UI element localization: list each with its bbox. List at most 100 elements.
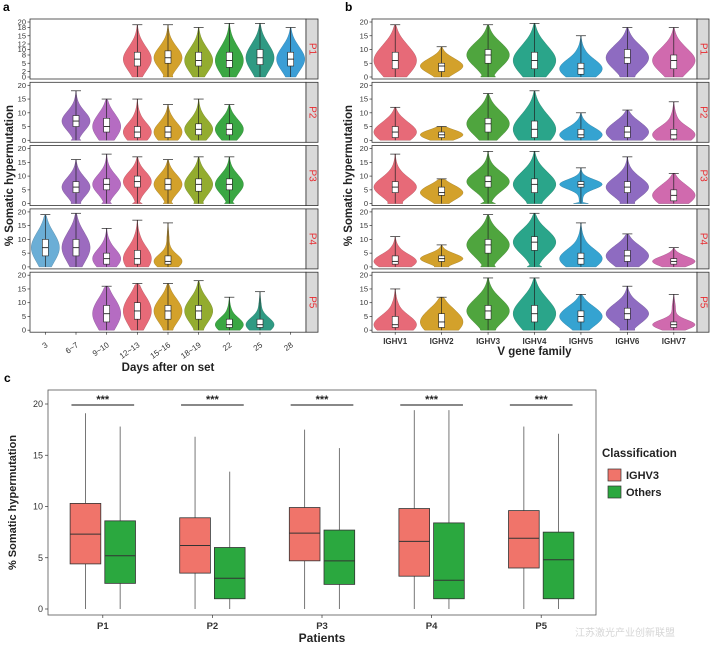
violin-IGHV6 xyxy=(605,27,649,78)
y-tick-label: 5 xyxy=(364,185,368,194)
facet-strip xyxy=(305,271,319,333)
violin-box xyxy=(484,49,492,64)
facet-strip xyxy=(696,18,710,80)
y-tick-label: 15 xyxy=(18,95,26,104)
y-tick-label: 15 xyxy=(360,221,368,230)
violin-box xyxy=(391,255,399,265)
facet-P3: P3 0 5 10 15 20 xyxy=(18,144,319,208)
violin-6~7 xyxy=(61,159,91,204)
facet-strip xyxy=(696,271,710,333)
violin-IGHV5 xyxy=(559,222,603,268)
y-tick-label: 5 xyxy=(364,249,368,258)
box-body xyxy=(542,531,575,600)
violin-box xyxy=(484,118,492,133)
box-body xyxy=(398,508,430,577)
y-tick-label: 0 xyxy=(364,199,368,208)
violin-22 xyxy=(215,23,244,78)
y-tick-label: 0 xyxy=(364,326,368,335)
violin-IGHV1 xyxy=(373,106,417,141)
violin-25 xyxy=(245,23,275,78)
violin-IGHV1 xyxy=(373,288,417,331)
violin-box xyxy=(256,49,264,65)
violin-IGHV5 xyxy=(559,294,603,331)
y-tick-label: 10 xyxy=(18,172,26,181)
box-Others xyxy=(213,471,246,609)
facet-strip-label: P4 xyxy=(306,233,317,246)
violin-box xyxy=(134,250,141,265)
y-tick-label: 2 xyxy=(22,67,26,76)
violin-box xyxy=(391,316,399,328)
violin-18~19 xyxy=(184,156,213,204)
violin-6~7 xyxy=(61,212,91,268)
y-tick-label: 20 xyxy=(360,207,368,216)
x-axis-title: Days after on set xyxy=(122,362,215,374)
x-tick-label: 3 xyxy=(41,340,50,350)
violin-IGHV2 xyxy=(420,178,464,204)
violin-12~13 xyxy=(123,156,152,204)
facet-P1: P1 0 5 10 15 20 xyxy=(360,18,710,82)
facet-strip-label: P4 xyxy=(697,233,708,246)
violin-9~10 xyxy=(92,228,121,268)
y-tick-label: 10 xyxy=(18,108,26,117)
violin-15~16 xyxy=(153,24,183,78)
box-Others xyxy=(104,426,136,609)
y-axis-title: % Somatic hypermutation xyxy=(343,105,355,246)
box-Others xyxy=(542,433,575,609)
x-tick-label: P5 xyxy=(535,621,547,632)
violin-IGHV7 xyxy=(652,101,696,141)
watermark: 江苏激光产业创新联盟 xyxy=(575,626,675,639)
violin-28 xyxy=(276,27,305,78)
facet-P3: P3 0 5 10 15 20 xyxy=(360,144,710,208)
y-tick-label: 10 xyxy=(360,45,368,54)
violin-box xyxy=(195,305,202,320)
facet-P4: P4 0 5 10 15 20 xyxy=(18,207,319,271)
violin-IGHV5 xyxy=(559,112,603,141)
violin-18~19 xyxy=(184,98,213,141)
group-P4: *** P4 xyxy=(398,394,465,632)
y-tick-label: 0 xyxy=(364,136,368,145)
facet-P4: P4 0 5 10 15 20 xyxy=(360,207,710,271)
group-P5: *** P5 xyxy=(508,394,575,632)
x-tick-label: IGHV2 xyxy=(430,337,455,346)
y-tick-label: 15 xyxy=(360,158,368,167)
box-body xyxy=(288,507,321,562)
violin-22 xyxy=(215,296,244,331)
panel-a: aP102581012151820P205101520P305101520P40… xyxy=(3,0,319,374)
y-tick-label: 20 xyxy=(18,144,26,153)
significance-label: *** xyxy=(535,394,549,406)
violin-12~13 xyxy=(123,24,152,78)
violin-box xyxy=(531,236,538,251)
y-tick-label: 20 xyxy=(18,271,26,280)
violin-22 xyxy=(215,156,244,204)
y-tick-label: 0 xyxy=(22,262,26,271)
y-tick-label: 20 xyxy=(360,144,368,153)
y-tick-label: 10 xyxy=(360,298,368,307)
violin-box xyxy=(103,118,110,133)
legend-label: IGHV3 xyxy=(626,470,659,482)
group-P3: *** P3 xyxy=(288,394,356,632)
violin-IGHV2 xyxy=(420,296,464,331)
violin-box xyxy=(438,313,445,328)
y-tick-label: 5 xyxy=(364,122,368,131)
legend-title: Classification xyxy=(602,448,677,460)
y-tick-label: 0 xyxy=(364,73,368,82)
y-tick-label: 12 xyxy=(18,40,26,49)
y-tick-label: 5 xyxy=(22,185,26,194)
y-tick-label: 0 xyxy=(22,199,26,208)
violin-IGHV2 xyxy=(420,46,464,78)
y-tick-label: 15 xyxy=(18,158,26,167)
violin-IGHV3 xyxy=(466,24,510,78)
facet-P2: P2 0 5 10 15 20 xyxy=(18,81,319,145)
violin-box xyxy=(164,305,172,320)
y-tick-label: 20 xyxy=(360,271,368,280)
facet-P5: P5 0 5 10 15 20 3 6~7 9~10 12~13 15~16 18~19 22 25 28 xyxy=(18,271,319,361)
legend-label: Others xyxy=(626,487,661,499)
panel-b: b P1 0 5 10 15 20 P2 0 5 10 15 20 P3 0 5 10 15 20 P4 0 5 10 15 2… xyxy=(343,0,710,358)
violin-box xyxy=(256,318,264,328)
x-tick-label: P2 xyxy=(207,621,219,632)
y-tick-label: 0 xyxy=(364,262,368,271)
y-tick-label: 5 xyxy=(364,312,368,321)
violin-IGHV2 xyxy=(420,126,464,141)
x-tick-label: 28 xyxy=(282,340,295,353)
facet-strip xyxy=(696,81,710,143)
